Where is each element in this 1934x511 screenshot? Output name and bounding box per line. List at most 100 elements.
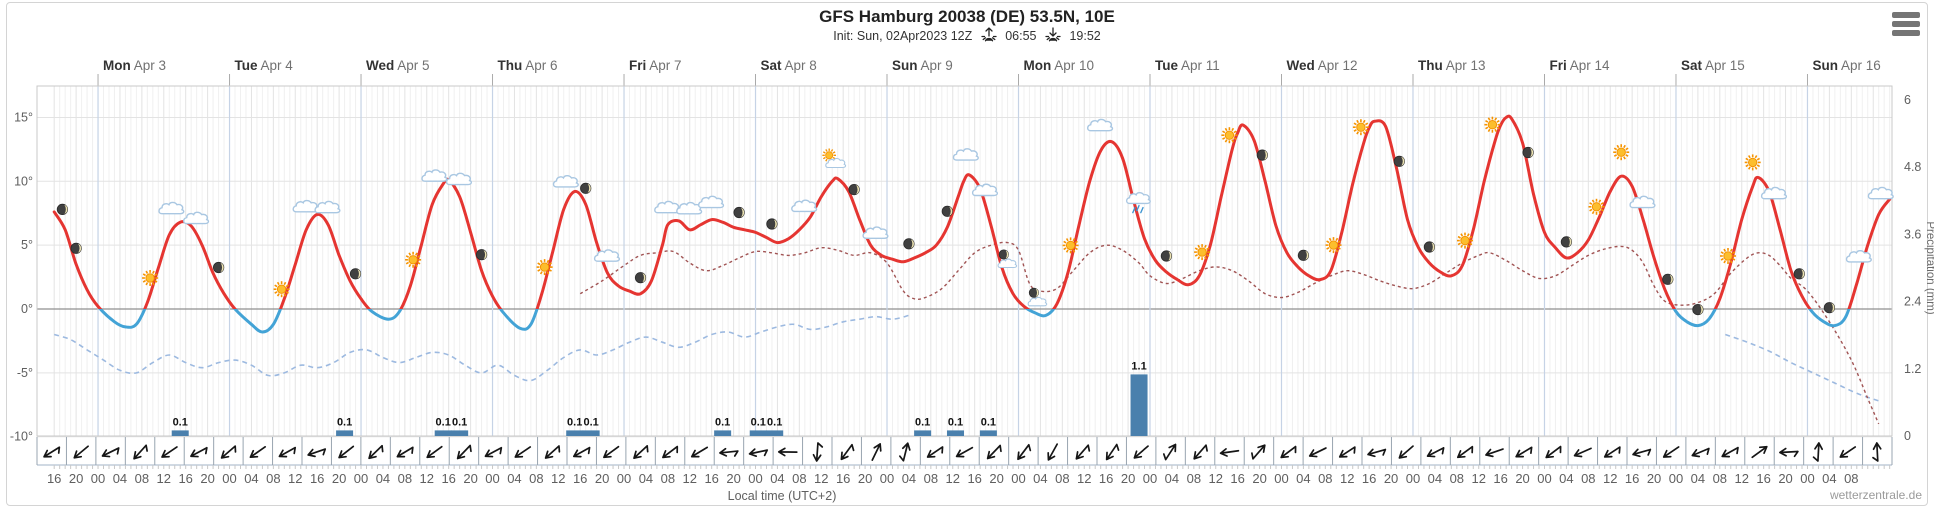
hour-label: 04: [770, 471, 784, 486]
day-label: Sun Apr 16: [1812, 58, 1880, 73]
hour-label: 12: [814, 471, 828, 486]
precip-bar-label: 0.1: [767, 416, 782, 428]
wind-barb: [603, 445, 620, 459]
hour-label: 12: [1340, 471, 1354, 486]
weather-icon-moon: [903, 238, 915, 250]
wind-barb: [190, 446, 208, 458]
wind-barb: [1812, 442, 1824, 462]
wind-barb: [456, 444, 472, 460]
precip-axis-label: 2.4: [1904, 295, 1921, 309]
precip-bar-label: 0.1: [452, 416, 467, 428]
hour-label: 08: [1187, 471, 1201, 486]
temp-axis-label: 0°: [21, 302, 33, 316]
weather-icon-moon: [1393, 155, 1405, 167]
day-label: Fri Apr 14: [1549, 58, 1610, 73]
hour-label: 04: [639, 471, 653, 486]
hour-label: 00: [880, 471, 894, 486]
hour-label: 04: [1559, 471, 1573, 486]
weather-icon-cloud: [698, 195, 725, 209]
weather-icon-moon: [580, 182, 592, 194]
precip-axis-labels: 6 4.8 3.6 2.4 1.2 0: [1904, 93, 1921, 443]
wind-barb: [1721, 446, 1739, 458]
hour-label: 16: [573, 471, 587, 486]
hour-label: 08: [924, 471, 938, 486]
weather-icon-moon: [733, 206, 745, 219]
hour-label: 16: [1756, 471, 1770, 486]
hour-label: 12: [1603, 471, 1617, 486]
wind-barb: [426, 445, 443, 459]
hour-label: 00: [748, 471, 762, 486]
temp-axis-label: -10°: [10, 430, 33, 444]
weather-icon-cloud: [445, 172, 473, 186]
weather-icon-moon: [941, 205, 953, 217]
wind-barb: [1251, 444, 1266, 460]
wind-barb: [871, 443, 882, 461]
hour-label: 20: [595, 471, 609, 486]
hour-label: 20: [332, 471, 346, 486]
wind-barb: [249, 445, 267, 459]
weather-icons: [56, 116, 1894, 316]
hour-label: 08: [135, 471, 149, 486]
precip-bar-label: 0.1: [751, 416, 766, 428]
wind-barb: [955, 446, 974, 458]
day-label: Mon Apr 10: [1024, 58, 1095, 73]
hour-label: 20: [69, 471, 83, 486]
precip-bar: [336, 430, 354, 436]
hour-label: 20: [858, 471, 872, 486]
hamburger-menu-icon[interactable]: [1892, 12, 1920, 38]
weather-icon-cloud: [971, 183, 999, 197]
temp-axis-labels: 15° 10° 5° 0° -5° -10°: [10, 110, 33, 443]
weather-icon-moon: [1423, 241, 1436, 253]
weather-icon-moon: [70, 242, 82, 254]
precip-bar: [582, 430, 600, 436]
wind-barb: [278, 446, 297, 458]
hour-label: 12: [1209, 471, 1223, 486]
hour-label: 12: [551, 471, 565, 486]
hour-label: 04: [1296, 471, 1310, 486]
wind-barb: [43, 446, 61, 458]
day-label: Wed Apr 12: [1286, 58, 1357, 73]
hour-label: 04: [1822, 471, 1836, 486]
wind-barb: [1280, 445, 1297, 459]
wind-barb: [1133, 445, 1149, 459]
wind-barb: [484, 446, 503, 458]
chart-subtitle: Init: Sun, 02Apr2023 12Z 06:55 19:52: [0, 27, 1934, 43]
wind-barb: [1515, 446, 1533, 458]
sunrise-time: 06:55: [1005, 28, 1037, 43]
hour-label: 20: [726, 471, 740, 486]
hour-label: 00: [354, 471, 368, 486]
weather-icon-moon: [1256, 149, 1268, 161]
hour-label: 12: [420, 471, 434, 486]
hour-label: 00: [1537, 471, 1551, 486]
weather-icon-moon: [1793, 268, 1805, 280]
weather-icon-cloud: [676, 201, 703, 215]
precip-bar: [171, 430, 189, 436]
hour-label: 08: [1318, 471, 1332, 486]
wind-barb: [1367, 448, 1387, 458]
weather-icon-sun: [273, 281, 290, 298]
day-label: Tue Apr 11: [1155, 58, 1220, 73]
weather-icon-rain-cloud: [1125, 192, 1151, 214]
precip-bar: [1130, 374, 1148, 436]
weather-icon-sun: [1744, 154, 1761, 171]
weather-icon-moon: [766, 218, 778, 230]
weather-icon-cloud: [593, 249, 621, 262]
hour-label: 16: [441, 471, 455, 486]
weather-icon-sun: [142, 270, 159, 286]
hour-label: 20: [1778, 471, 1792, 486]
weather-icon-sun: [1613, 144, 1630, 161]
wind-barb: [1751, 445, 1768, 459]
wind-barb: [544, 445, 561, 459]
temp-axis-label: 5°: [21, 238, 33, 252]
weather-icon-moon: [1297, 249, 1310, 261]
hour-label: 20: [1515, 471, 1529, 486]
wind-barb: [690, 446, 709, 458]
wind-barb: [572, 446, 591, 458]
wind-barb: [1545, 445, 1562, 459]
hour-label: 08: [1055, 471, 1069, 486]
hour-label: 12: [1734, 471, 1748, 486]
precip-axis-title: Precipitation (mm): [1924, 221, 1934, 314]
hour-label: 04: [1428, 471, 1442, 486]
gridlines: [37, 74, 1892, 438]
wind-barb: [396, 446, 414, 458]
